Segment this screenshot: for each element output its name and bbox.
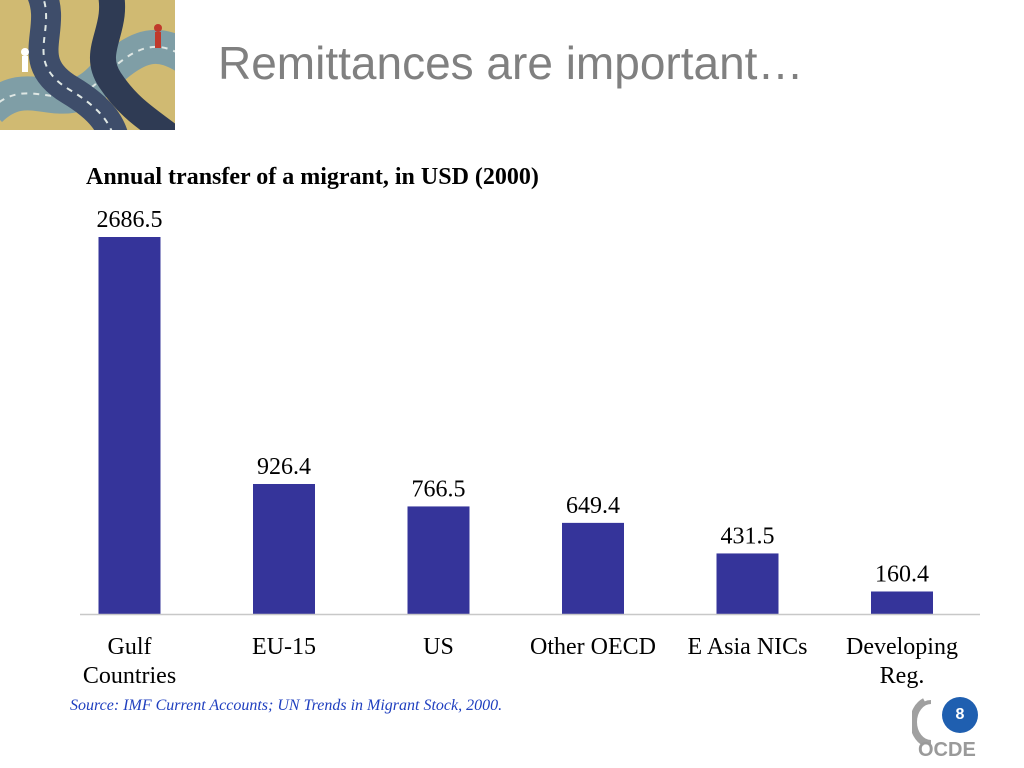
chart-title: Annual transfer of a migrant, in USD (20… [86,164,539,190]
bar-4 [716,553,779,614]
category-label-1: EU-15 [252,634,316,660]
value-label-1: 926.4 [257,454,311,480]
source-note: Source: IMF Current Accounts; UN Trends … [70,697,503,714]
category-label-4: E Asia NICs [688,634,808,660]
value-label-3: 649.4 [566,493,620,519]
logo-text: OCDE [918,739,976,760]
value-label-0: 2686.5 [97,207,163,233]
value-label-2: 766.5 [412,476,466,502]
category-label-2: US [423,634,454,660]
value-label-4: 431.5 [721,523,775,549]
value-label-5: 160.4 [875,561,929,587]
corner-photo [0,0,175,130]
labels-layer: 2686.5 Gulf Countries 926.4 EU-15 766.5 US 649.… [83,207,958,689]
page-number-badge: 8 [942,697,978,733]
bars-layer [98,237,933,614]
category-label-3: Other OECD [530,634,656,660]
bar-2 [407,506,470,614]
ocde-logo: OCDE [912,698,976,760]
bar-1 [253,483,315,614]
category-label-0: Gulf Countries [83,634,176,689]
slide-title: Remittances are important… [218,37,804,89]
bar-5 [871,591,933,614]
bar-3 [562,522,624,614]
category-label-5: Developing Reg. [846,634,958,689]
bar-0 [98,237,161,614]
